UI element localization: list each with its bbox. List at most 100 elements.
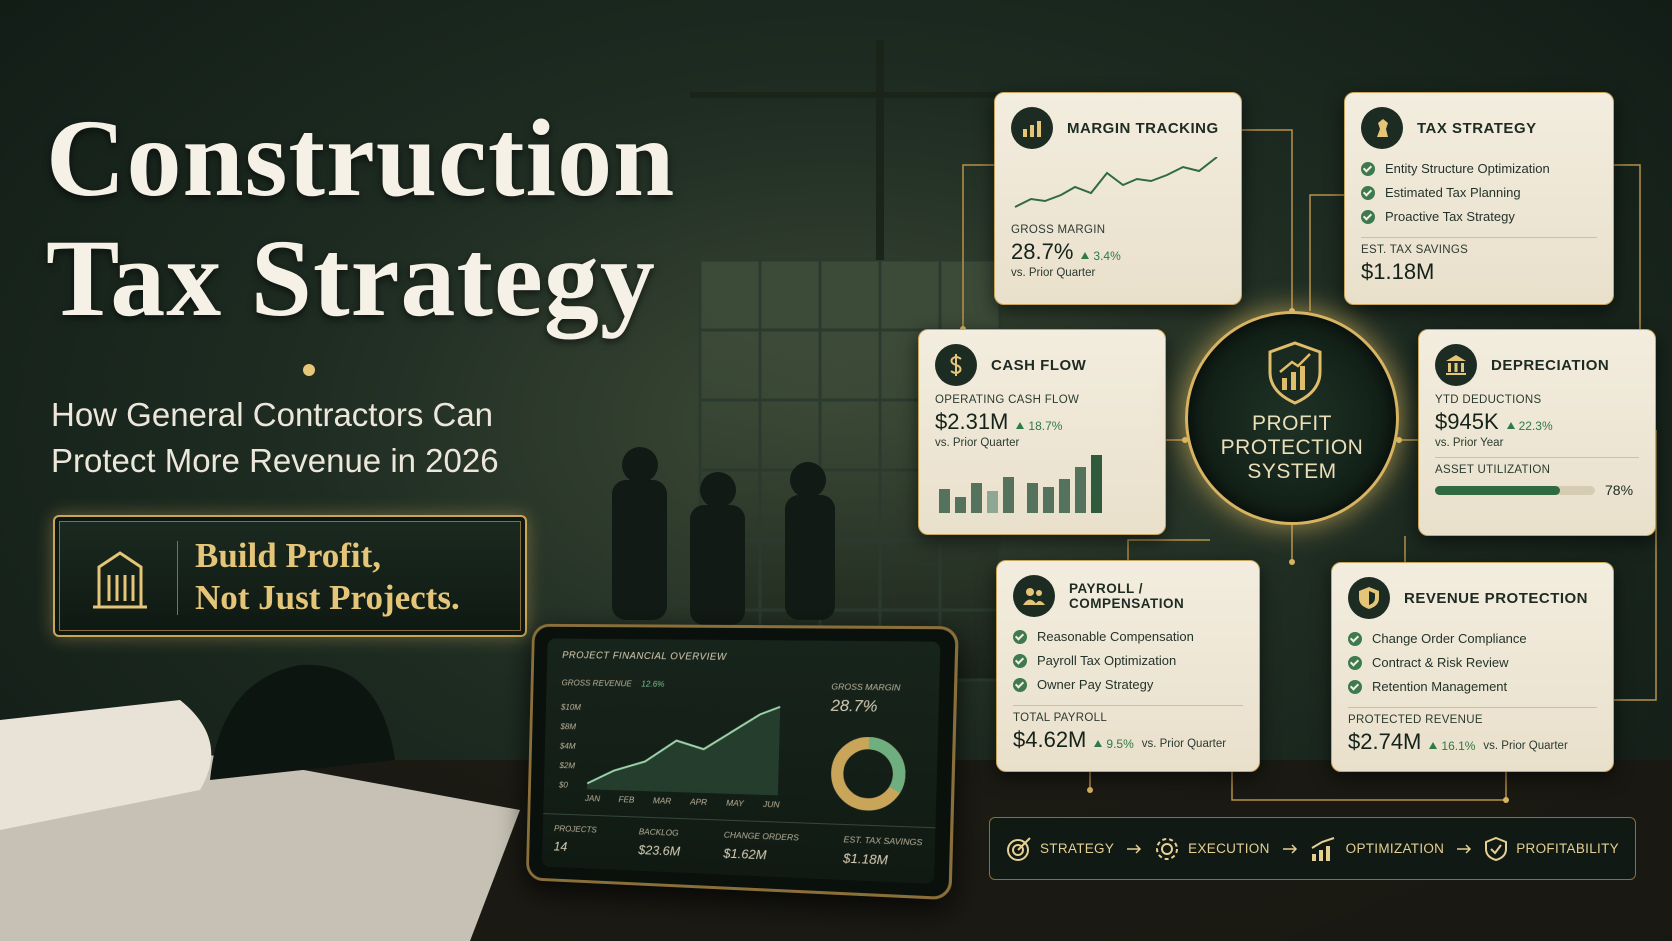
check-item: Change Order Compliance (1348, 627, 1597, 651)
item-text: Change Order Compliance (1372, 631, 1527, 646)
headline-line: Tax Strategy (46, 217, 656, 339)
change-value: 9.5% (1106, 736, 1134, 751)
subtitle-line: How General Contractors Can (51, 396, 494, 433)
utilization-value: 78% (1605, 482, 1634, 498)
tagline-badge: Build Profit, Not Just Projects. (53, 515, 527, 637)
compare: vs. Prior Year (1435, 437, 1504, 449)
flow-arrow (1457, 843, 1472, 854)
center-text: PROFIT PROTECTION SYSTEM (1188, 412, 1396, 484)
checklist: Change Order Compliance Contract & Risk … (1348, 627, 1597, 699)
headline: Construction Tax Strategy (46, 98, 675, 338)
flow-label: STRATEGY (1040, 841, 1115, 856)
change-value: 22.3% (1518, 418, 1553, 433)
y-label: $10M (560, 701, 582, 712)
y-label: $0 (558, 779, 568, 790)
progress-track (1435, 485, 1595, 495)
metric-value: $4.62M (1013, 727, 1087, 752)
flow-arrow (1127, 843, 1142, 854)
compare: vs. Prior Quarter (1141, 738, 1227, 750)
stat-value: 14 (553, 838, 568, 854)
metric-value: $945K (1435, 409, 1499, 434)
metric-row: $1.18M (1361, 259, 1597, 285)
metric-row: $2.74M 16.1% vs. Prior Quarter (1348, 729, 1597, 755)
card-header: REVENUE PROTECTION (1348, 577, 1597, 619)
checklist: Reasonable Compensation Payroll Tax Opti… (1013, 625, 1243, 697)
card-title: PAYROLL / COMPENSATION (1069, 581, 1185, 611)
stat-label: BACKLOG (638, 826, 679, 838)
margin-label: GROSS MARGIN (831, 681, 901, 693)
center-line: SYSTEM (1247, 460, 1337, 483)
center-line: PROTECTION (1220, 436, 1364, 459)
card-header: PAYROLL / COMPENSATION (1013, 575, 1243, 617)
check-item: Contract & Risk Review (1348, 651, 1597, 675)
headline-line: Construction (46, 97, 676, 219)
checklist: Entity Structure Optimization Estimated … (1361, 157, 1597, 229)
compare: vs. Prior Quarter (1483, 740, 1568, 752)
item-text: Retention Management (1372, 679, 1508, 694)
item-text: Owner Pay Strategy (1037, 677, 1154, 692)
revenue-change: 12.6% (641, 678, 665, 689)
item-text: Proactive Tax Strategy (1385, 209, 1515, 224)
check-item: Proactive Tax Strategy (1361, 205, 1597, 229)
icon (1435, 344, 1477, 386)
margin-value: 28.7% (830, 697, 878, 716)
icon (935, 344, 977, 386)
card-divider (1348, 707, 1597, 708)
card-title: REVENUE PROTECTION (1404, 589, 1589, 607)
tagline-line: Not Just Projects. (195, 578, 460, 617)
stat-value: $1.62M (723, 845, 767, 863)
metric-label: OPERATING CASH FLOW (935, 394, 1080, 406)
card-tax: TAX STRATEGY Entity Structure Optimizati… (1344, 92, 1614, 305)
card-header: DEPRECIATION (1435, 344, 1639, 386)
tablet-screen: PROJECT FINANCIAL OVERVIEW GROSS REVENUE… (541, 638, 941, 884)
card-title: MARGIN TRACKING (1067, 119, 1219, 137)
metric-row: $2.31M 18.7% (935, 409, 1149, 435)
month: JAN (584, 793, 601, 804)
divider (51, 364, 530, 376)
flow-label: OPTIMIZATION (1345, 841, 1445, 856)
card-title: DEPRECIATION (1491, 356, 1610, 374)
card-margin: MARGIN TRACKING GROSS MARGIN 28.7% 3.4% v… (994, 92, 1242, 305)
flow-label: EXECUTION (1188, 841, 1270, 856)
icon (1361, 107, 1403, 149)
month: APR (689, 796, 708, 808)
change-value: 3.4% (1093, 248, 1121, 263)
month: JUN (762, 798, 780, 810)
stat-label: CHANGE ORDERS (723, 829, 799, 843)
flow-label: PROFITABILITY (1516, 841, 1619, 856)
metric-label: EST. TAX SAVINGS (1361, 244, 1469, 256)
revenue-label: GROSS REVENUE (561, 677, 632, 689)
center-line: PROFIT (1252, 412, 1332, 435)
change: 3.4% (1081, 248, 1121, 263)
icon (1013, 575, 1055, 617)
tagline: Build Profit, Not Just Projects. (195, 535, 460, 619)
stat-value: $23.6M (638, 842, 681, 859)
subtitle-line: Protect More Revenue in 2026 (51, 442, 499, 479)
metric-label: GROSS MARGIN (1011, 224, 1106, 236)
stat: PROJECTS 14 (553, 823, 596, 855)
card-revenue: REVENUE PROTECTION Change Order Complian… (1331, 562, 1614, 772)
card-title: TAX STRATEGY (1417, 119, 1537, 137)
metric-label: YTD DEDUCTIONS (1435, 394, 1542, 406)
change: 18.7% (1016, 419, 1062, 433)
change-value: 18.7% (1028, 418, 1063, 433)
metric-row: $4.62M 9.5% vs. Prior Quarter (1013, 727, 1243, 753)
card-payroll: PAYROLL / COMPENSATION Reasonable Compen… (996, 560, 1260, 772)
flow-step: STRATEGY (1006, 836, 1114, 862)
subtitle: How General Contractors Can Protect More… (51, 392, 499, 484)
utilization-row: 78% (1435, 482, 1639, 498)
metric-value: 28.7% (1011, 239, 1074, 264)
months: JAN FEB MAR APR MAY JUN (585, 793, 780, 809)
sparkline (1014, 156, 1218, 208)
check-item: Owner Pay Strategy (1013, 673, 1243, 697)
check-item: Retention Management (1348, 675, 1597, 699)
card-header: CASH FLOW (935, 344, 1149, 386)
metric-row: $945K 22.3% (1435, 409, 1639, 435)
blueprints (0, 664, 520, 941)
shield-icon (1268, 341, 1322, 405)
change: 22.3% (1506, 418, 1553, 433)
badge-separator (177, 541, 178, 615)
item-text: Entity Structure Optimization (1385, 161, 1550, 176)
stat: CHANGE ORDERS $1.62M (723, 830, 799, 864)
